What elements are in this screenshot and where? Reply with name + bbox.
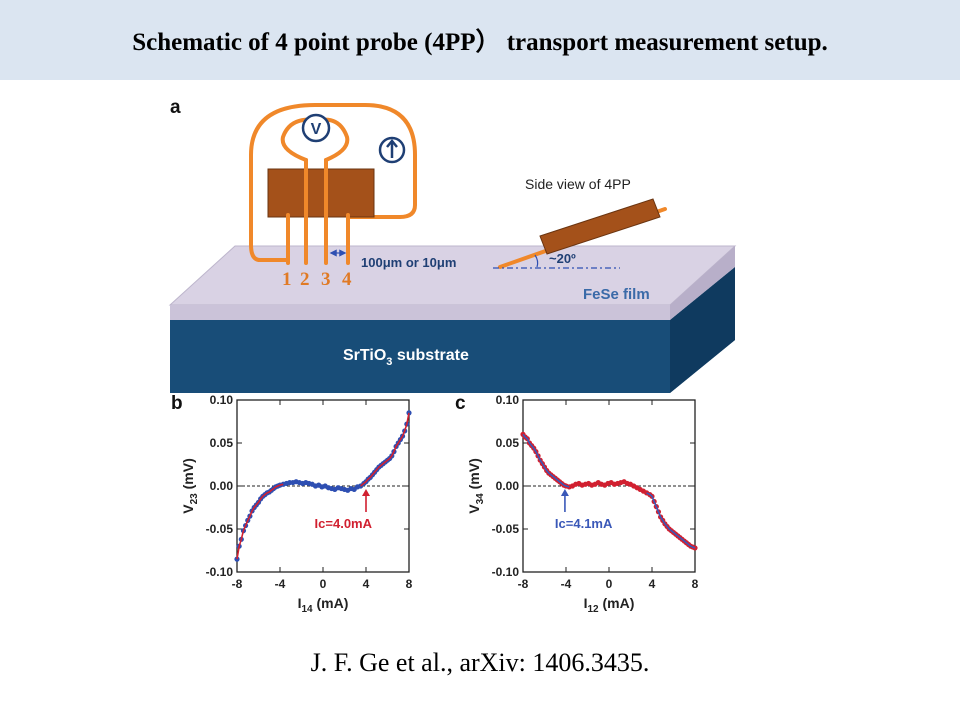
figure: a SrTiO3 substrate FeSe film 1 <box>165 95 745 630</box>
y-tick-label: -0.10 <box>492 565 520 579</box>
x-tick-label: -8 <box>518 577 529 591</box>
probe-number-3: 3 <box>321 269 331 290</box>
y-tick-label: -0.10 <box>206 565 234 579</box>
x-tick-label: 8 <box>406 577 413 591</box>
x-axis-label: I14 (mA) <box>298 595 349 615</box>
probe-number-2: 2 <box>300 269 310 290</box>
title-bar: Schematic of 4 point probe (4PP） transpo… <box>0 0 960 80</box>
voltmeter-icon: V <box>301 113 331 143</box>
substrate-label: SrTiO3 substrate <box>343 347 469 368</box>
panel-a-label: a <box>170 97 181 118</box>
fit-line <box>236 483 284 560</box>
y-axis-label: V23 (mV) <box>180 458 200 513</box>
side-view-probe <box>493 198 667 269</box>
ic-annotation: Ic=4.1mA <box>555 516 613 531</box>
x-tick-label: 8 <box>692 577 699 591</box>
panel-b-label: b <box>171 393 183 414</box>
fit-line <box>522 433 570 488</box>
probe-assembly <box>249 103 417 262</box>
chart-c: -8 -4 0 4 8 0.10 0.05 0.00 -0.05 -0.10 I12 (mA) V34… <box>466 393 699 615</box>
x-tick-label: 4 <box>363 577 370 591</box>
svg-text:V: V <box>311 121 322 138</box>
y-tick-label: 0.05 <box>210 436 234 450</box>
citation: J. F. Ge et al., arXiv: 1406.3435. <box>310 648 650 677</box>
angle-label: ~20º <box>549 251 576 266</box>
y-axis-label: V34 (mV) <box>466 458 486 513</box>
spacing-label: 100μm or 10μm <box>361 255 456 270</box>
side-view-title: Side view of 4PP <box>525 176 631 192</box>
probe-pins <box>286 158 350 265</box>
x-tick-label: 0 <box>320 577 327 591</box>
fit-line <box>646 492 696 549</box>
chart-b: -8 -4 0 4 8 0.10 0.05 0.00 -0.05 -0.10 I14 (mA) V23… <box>180 393 413 615</box>
y-tick-label: 0.00 <box>210 479 234 493</box>
fit-line <box>360 412 410 487</box>
x-tick-label: -8 <box>232 577 243 591</box>
y-tick-label: 0.05 <box>496 436 520 450</box>
y-tick-label: 0.10 <box>210 393 234 407</box>
probe-number-1: 1 <box>282 269 292 290</box>
y-tick-label: -0.05 <box>492 522 520 536</box>
y-tick-label: 0.10 <box>496 393 520 407</box>
y-tick-label: -0.05 <box>206 522 234 536</box>
probe-numbers: 1 2 3 4 <box>282 269 352 290</box>
panel-c-label: c <box>455 393 466 414</box>
substrate-block: SrTiO3 substrate <box>170 267 735 393</box>
x-tick-label: 4 <box>649 577 656 591</box>
x-tick-label: -4 <box>275 577 286 591</box>
probe-body <box>267 168 375 218</box>
slide-title: Schematic of 4 point probe (4PP） transpo… <box>132 29 828 56</box>
annotation-arrowhead <box>560 489 569 496</box>
x-axis-label: I12 (mA) <box>584 595 635 615</box>
ic-annotation: Ic=4.0mA <box>315 516 373 531</box>
probe-number-4: 4 <box>342 269 352 290</box>
current-source-icon <box>378 136 406 164</box>
film-label: FeSe film <box>583 286 650 303</box>
figure-svg: a SrTiO3 substrate FeSe film 1 <box>168 97 737 615</box>
y-tick-label: 0.00 <box>496 479 520 493</box>
x-tick-label: -4 <box>561 577 572 591</box>
x-tick-label: 0 <box>606 577 613 591</box>
fese-film: FeSe film <box>168 245 737 320</box>
annotation-arrowhead <box>362 489 370 496</box>
